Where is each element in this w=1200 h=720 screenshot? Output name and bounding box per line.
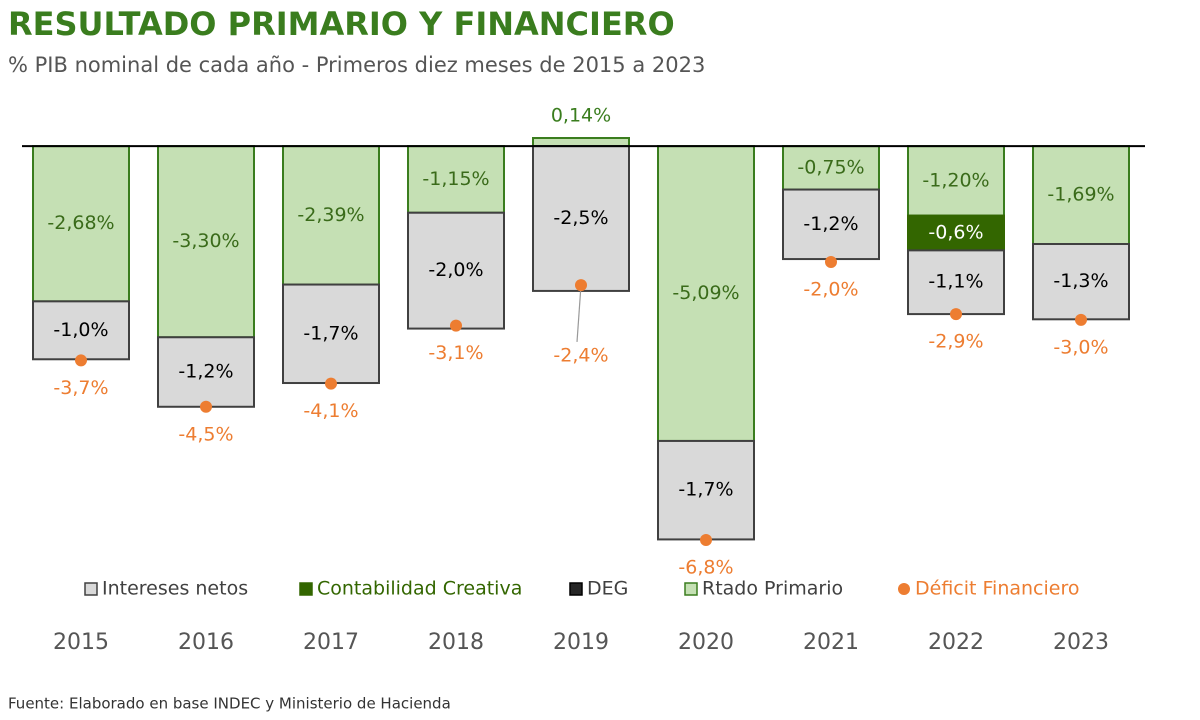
segment-label: -1,2% bbox=[803, 213, 858, 235]
legend-marker bbox=[299, 582, 313, 596]
dot-label: -2,9% bbox=[928, 331, 983, 353]
chart-title: RESULTADO PRIMARIO Y FINANCIERO bbox=[8, 5, 675, 43]
legend-marker bbox=[684, 582, 698, 596]
x-tick-label: 2016 bbox=[178, 630, 234, 655]
dot-label: -3,0% bbox=[1053, 336, 1108, 358]
bar-segment bbox=[657, 439, 755, 541]
bar-segment bbox=[782, 145, 880, 191]
bar-segment bbox=[907, 249, 1005, 316]
legend-label: DEG bbox=[587, 578, 628, 600]
dot bbox=[325, 377, 337, 390]
x-tick-label: 2018 bbox=[428, 630, 484, 655]
x-tick-label: 2022 bbox=[928, 630, 984, 655]
dot bbox=[575, 279, 587, 292]
bar-segment bbox=[657, 145, 755, 442]
legend-label: Intereses netos bbox=[102, 578, 248, 600]
segment-label: -1,3% bbox=[1053, 270, 1108, 292]
bar-segment bbox=[407, 211, 505, 330]
segment-label: -2,0% bbox=[428, 259, 483, 281]
dot-label: -2,0% bbox=[803, 278, 858, 300]
chart-subtitle: % PIB nominal de cada año - Primeros die… bbox=[8, 53, 705, 77]
segment-label: -2,5% bbox=[553, 207, 608, 229]
segment-label: -2,68% bbox=[47, 212, 114, 234]
dot bbox=[1075, 313, 1087, 326]
bar-segment bbox=[32, 300, 130, 361]
x-tick-label: 2019 bbox=[553, 630, 609, 655]
dot-label: -4,5% bbox=[178, 423, 233, 445]
legend-marker bbox=[569, 582, 583, 596]
dot bbox=[950, 308, 962, 321]
segment-label: -5,09% bbox=[672, 282, 739, 304]
leader-line bbox=[576, 285, 582, 342]
legend-marker bbox=[84, 582, 98, 596]
bar-segment bbox=[282, 283, 380, 385]
segment-label: -1,0% bbox=[53, 319, 108, 341]
x-tick-label: 2023 bbox=[1053, 630, 1109, 655]
segment-label: -1,7% bbox=[303, 322, 358, 344]
x-tick-label: 2017 bbox=[303, 630, 359, 655]
x-tick-label: 2020 bbox=[678, 630, 734, 655]
bar-segment bbox=[1032, 145, 1130, 246]
segment-label: -1,7% bbox=[678, 479, 733, 501]
dot bbox=[200, 400, 212, 413]
segment-label: -3,30% bbox=[172, 230, 239, 252]
segment-label: 0,14% bbox=[551, 105, 611, 127]
x-tick-label: 2021 bbox=[803, 630, 859, 655]
segment-label: -2,39% bbox=[297, 204, 364, 226]
segment-label: -0,6% bbox=[928, 221, 983, 243]
x-tick-label: 2015 bbox=[53, 630, 109, 655]
source: Fuente: Elaborado en base INDEC y Minist… bbox=[8, 695, 451, 713]
legend-marker bbox=[898, 583, 910, 595]
bar-segment bbox=[32, 145, 130, 303]
dot-label: -3,7% bbox=[53, 377, 108, 399]
dot bbox=[825, 255, 837, 268]
segment-label: -0,75% bbox=[797, 156, 864, 178]
segment-label: -1,1% bbox=[928, 271, 983, 293]
bar-segment bbox=[532, 137, 630, 148]
segment-label: -1,20% bbox=[922, 169, 989, 191]
legend-label: Déficit Financiero bbox=[915, 578, 1080, 600]
bar-segment bbox=[157, 336, 255, 408]
dot bbox=[450, 319, 462, 332]
dot bbox=[700, 534, 712, 546]
dot-label: -2,4% bbox=[553, 344, 608, 366]
dot-label: -6,8% bbox=[678, 557, 733, 579]
segment-label: -1,2% bbox=[178, 361, 233, 383]
legend-label: Rtado Primario bbox=[702, 578, 843, 600]
dot bbox=[75, 354, 87, 367]
segment-label: -1,15% bbox=[422, 168, 489, 190]
bar-segment bbox=[1032, 243, 1130, 321]
dot-label: -3,1% bbox=[428, 342, 483, 364]
legend-label: Contabilidad Creativa bbox=[317, 578, 522, 600]
dot-label: -4,1% bbox=[303, 400, 358, 422]
segment-label: -1,69% bbox=[1047, 184, 1114, 206]
